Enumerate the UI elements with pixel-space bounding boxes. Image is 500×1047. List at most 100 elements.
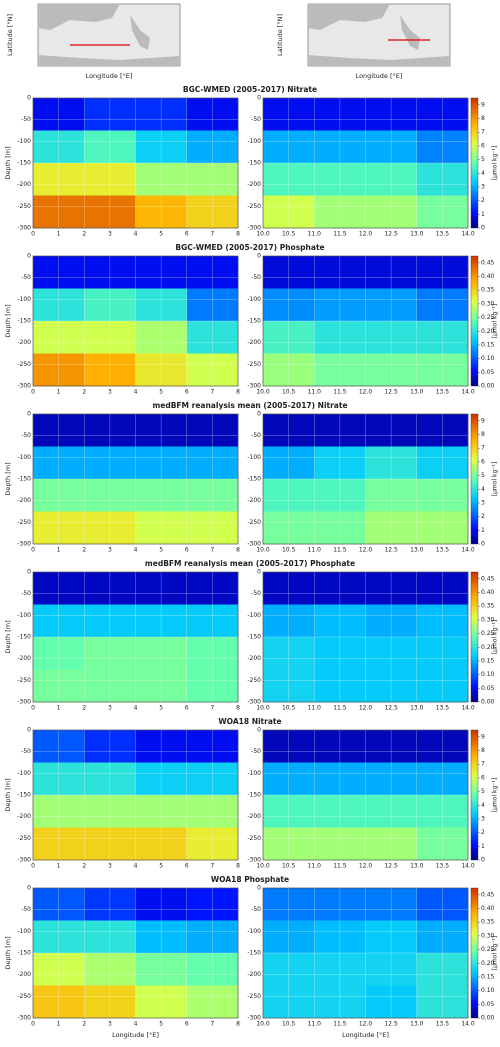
x-tick-label: 8: [236, 231, 240, 238]
panel-frame: [32, 887, 239, 1019]
y-axis-label: Depth [m]: [4, 462, 12, 495]
y-axis-label: Depth [m]: [4, 304, 12, 337]
x-tick-label: 5: [159, 231, 163, 238]
x-tick-label: 10.0: [256, 1021, 270, 1028]
y-tick-label: -50: [251, 274, 261, 281]
colorbar-tick-label: 8: [481, 115, 485, 122]
panel-title: BGC-WMED (2005-2017) Phosphate: [175, 243, 324, 252]
x-tick-label: 12.5: [384, 231, 398, 238]
panel-frame: [32, 413, 239, 545]
panel-frame: [262, 887, 469, 1019]
colorbar-tick-label: 8: [481, 747, 485, 754]
colorbar: [470, 729, 479, 861]
y-tick-label: -100: [17, 928, 31, 935]
x-tick-label: 10.5: [282, 231, 296, 238]
x-tick-label: 11.0: [308, 547, 322, 554]
x-tick-label: 13.5: [436, 1021, 450, 1028]
x-tick-label: 13.5: [436, 547, 450, 554]
x-tick-label: 3: [108, 1021, 112, 1028]
x-tick-label: 6: [185, 863, 189, 870]
panel-frame: [32, 729, 239, 861]
map-xlabel: Longitude [°E]: [86, 72, 133, 80]
x-tick-label: 5: [159, 705, 163, 712]
y-tick-label: -100: [17, 138, 31, 145]
x-tick-label: 10.0: [256, 389, 270, 396]
x-tick-label: 8: [236, 863, 240, 870]
y-tick-label: -200: [247, 655, 261, 662]
x-tick-label: 11.5: [333, 547, 347, 554]
y-tick-label: -150: [17, 318, 31, 325]
colorbar-tick-label: 0.30: [481, 616, 495, 623]
y-tick-label: 0: [27, 95, 31, 102]
colorbar-tick-label: 1: [481, 527, 485, 534]
x-tick-label: 14.0: [461, 231, 475, 238]
x-tick-label: 2: [82, 1021, 86, 1028]
colorbar-tick-label: 0.15: [481, 973, 495, 980]
x-axis-label: Longitude [°E]: [112, 1031, 159, 1039]
x-tick-label: 14.0: [461, 705, 475, 712]
x-tick-label: 5: [159, 1021, 163, 1028]
colorbar-tick-label: 5: [481, 472, 485, 479]
colorbar-tick-label: 0.30: [481, 300, 495, 307]
x-tick-label: 12.0: [359, 389, 373, 396]
y-tick-label: -250: [17, 993, 31, 1000]
panel-title: medBFM reanalysis mean (2005-2017) Phosp…: [145, 559, 355, 568]
y-tick-label: -250: [17, 203, 31, 210]
x-tick-label: 14.0: [461, 1021, 475, 1028]
colorbar-tick-label: 7: [481, 445, 485, 452]
y-tick-label: -50: [21, 432, 31, 439]
y-tick-label: -100: [247, 770, 261, 777]
y-tick-label: -100: [247, 454, 261, 461]
x-tick-label: 11.5: [333, 705, 347, 712]
x-tick-label: 3: [108, 705, 112, 712]
x-tick-label: 10.5: [282, 705, 296, 712]
y-tick-label: -300: [17, 857, 31, 864]
colorbar-tick-label: 2: [481, 513, 485, 520]
y-axis-label: Depth [m]: [4, 778, 12, 811]
x-tick-label: 13.5: [436, 863, 450, 870]
x-tick-label: 8: [236, 705, 240, 712]
x-tick-label: 1: [57, 705, 61, 712]
y-tick-label: 0: [27, 411, 31, 418]
colorbar-tick-label: 9: [481, 733, 485, 740]
y-tick-label: -300: [17, 699, 31, 706]
y-tick-label: -150: [247, 950, 261, 957]
x-tick-label: 12.0: [359, 1021, 373, 1028]
colorbar-tick-label: 5: [481, 788, 485, 795]
y-tick-label: -250: [17, 835, 31, 842]
y-tick-label: -250: [247, 519, 261, 526]
x-tick-label: 11.0: [308, 863, 322, 870]
colorbar-tick-label: 0.05: [481, 1001, 495, 1008]
x-tick-label: 11.5: [333, 389, 347, 396]
colorbar-tick-label: 0.20: [481, 328, 495, 335]
x-tick-label: 10.0: [256, 231, 270, 238]
colorbar-tick-label: 0.40: [481, 589, 495, 596]
colorbar-tick-label: 0.10: [481, 987, 495, 994]
panel-title: WOA18 Phosphate: [211, 875, 289, 884]
colorbar-tick-label: 0.20: [481, 644, 495, 651]
x-tick-label: 14.0: [461, 863, 475, 870]
x-tick-label: 4: [134, 1021, 138, 1028]
y-tick-label: -200: [247, 181, 261, 188]
x-tick-label: 5: [159, 547, 163, 554]
colorbar-tick-label: 0.15: [481, 341, 495, 348]
y-tick-label: 0: [257, 253, 261, 260]
map-right: Latitude [°N] Longitude [°E]: [276, 3, 451, 80]
x-axis-label: Longitude [°E]: [342, 1031, 389, 1039]
x-tick-label: 4: [134, 547, 138, 554]
panel-frame: [262, 97, 469, 229]
colorbar-tick-label: 0.35: [481, 603, 495, 610]
x-tick-label: 6: [185, 1021, 189, 1028]
y-tick-label: -100: [247, 612, 261, 619]
x-tick-label: 11.5: [333, 1021, 347, 1028]
y-tick-label: -50: [251, 748, 261, 755]
y-tick-label: -50: [21, 748, 31, 755]
y-tick-label: -300: [247, 1015, 261, 1022]
colorbar-tick-label: 0.40: [481, 273, 495, 280]
panel-frame: [32, 571, 239, 703]
y-tick-label: -200: [17, 971, 31, 978]
colorbar-tick-label: 3: [481, 815, 485, 822]
y-tick-label: -150: [247, 318, 261, 325]
y-axis-label: Depth [m]: [4, 146, 12, 179]
y-tick-label: -300: [247, 699, 261, 706]
